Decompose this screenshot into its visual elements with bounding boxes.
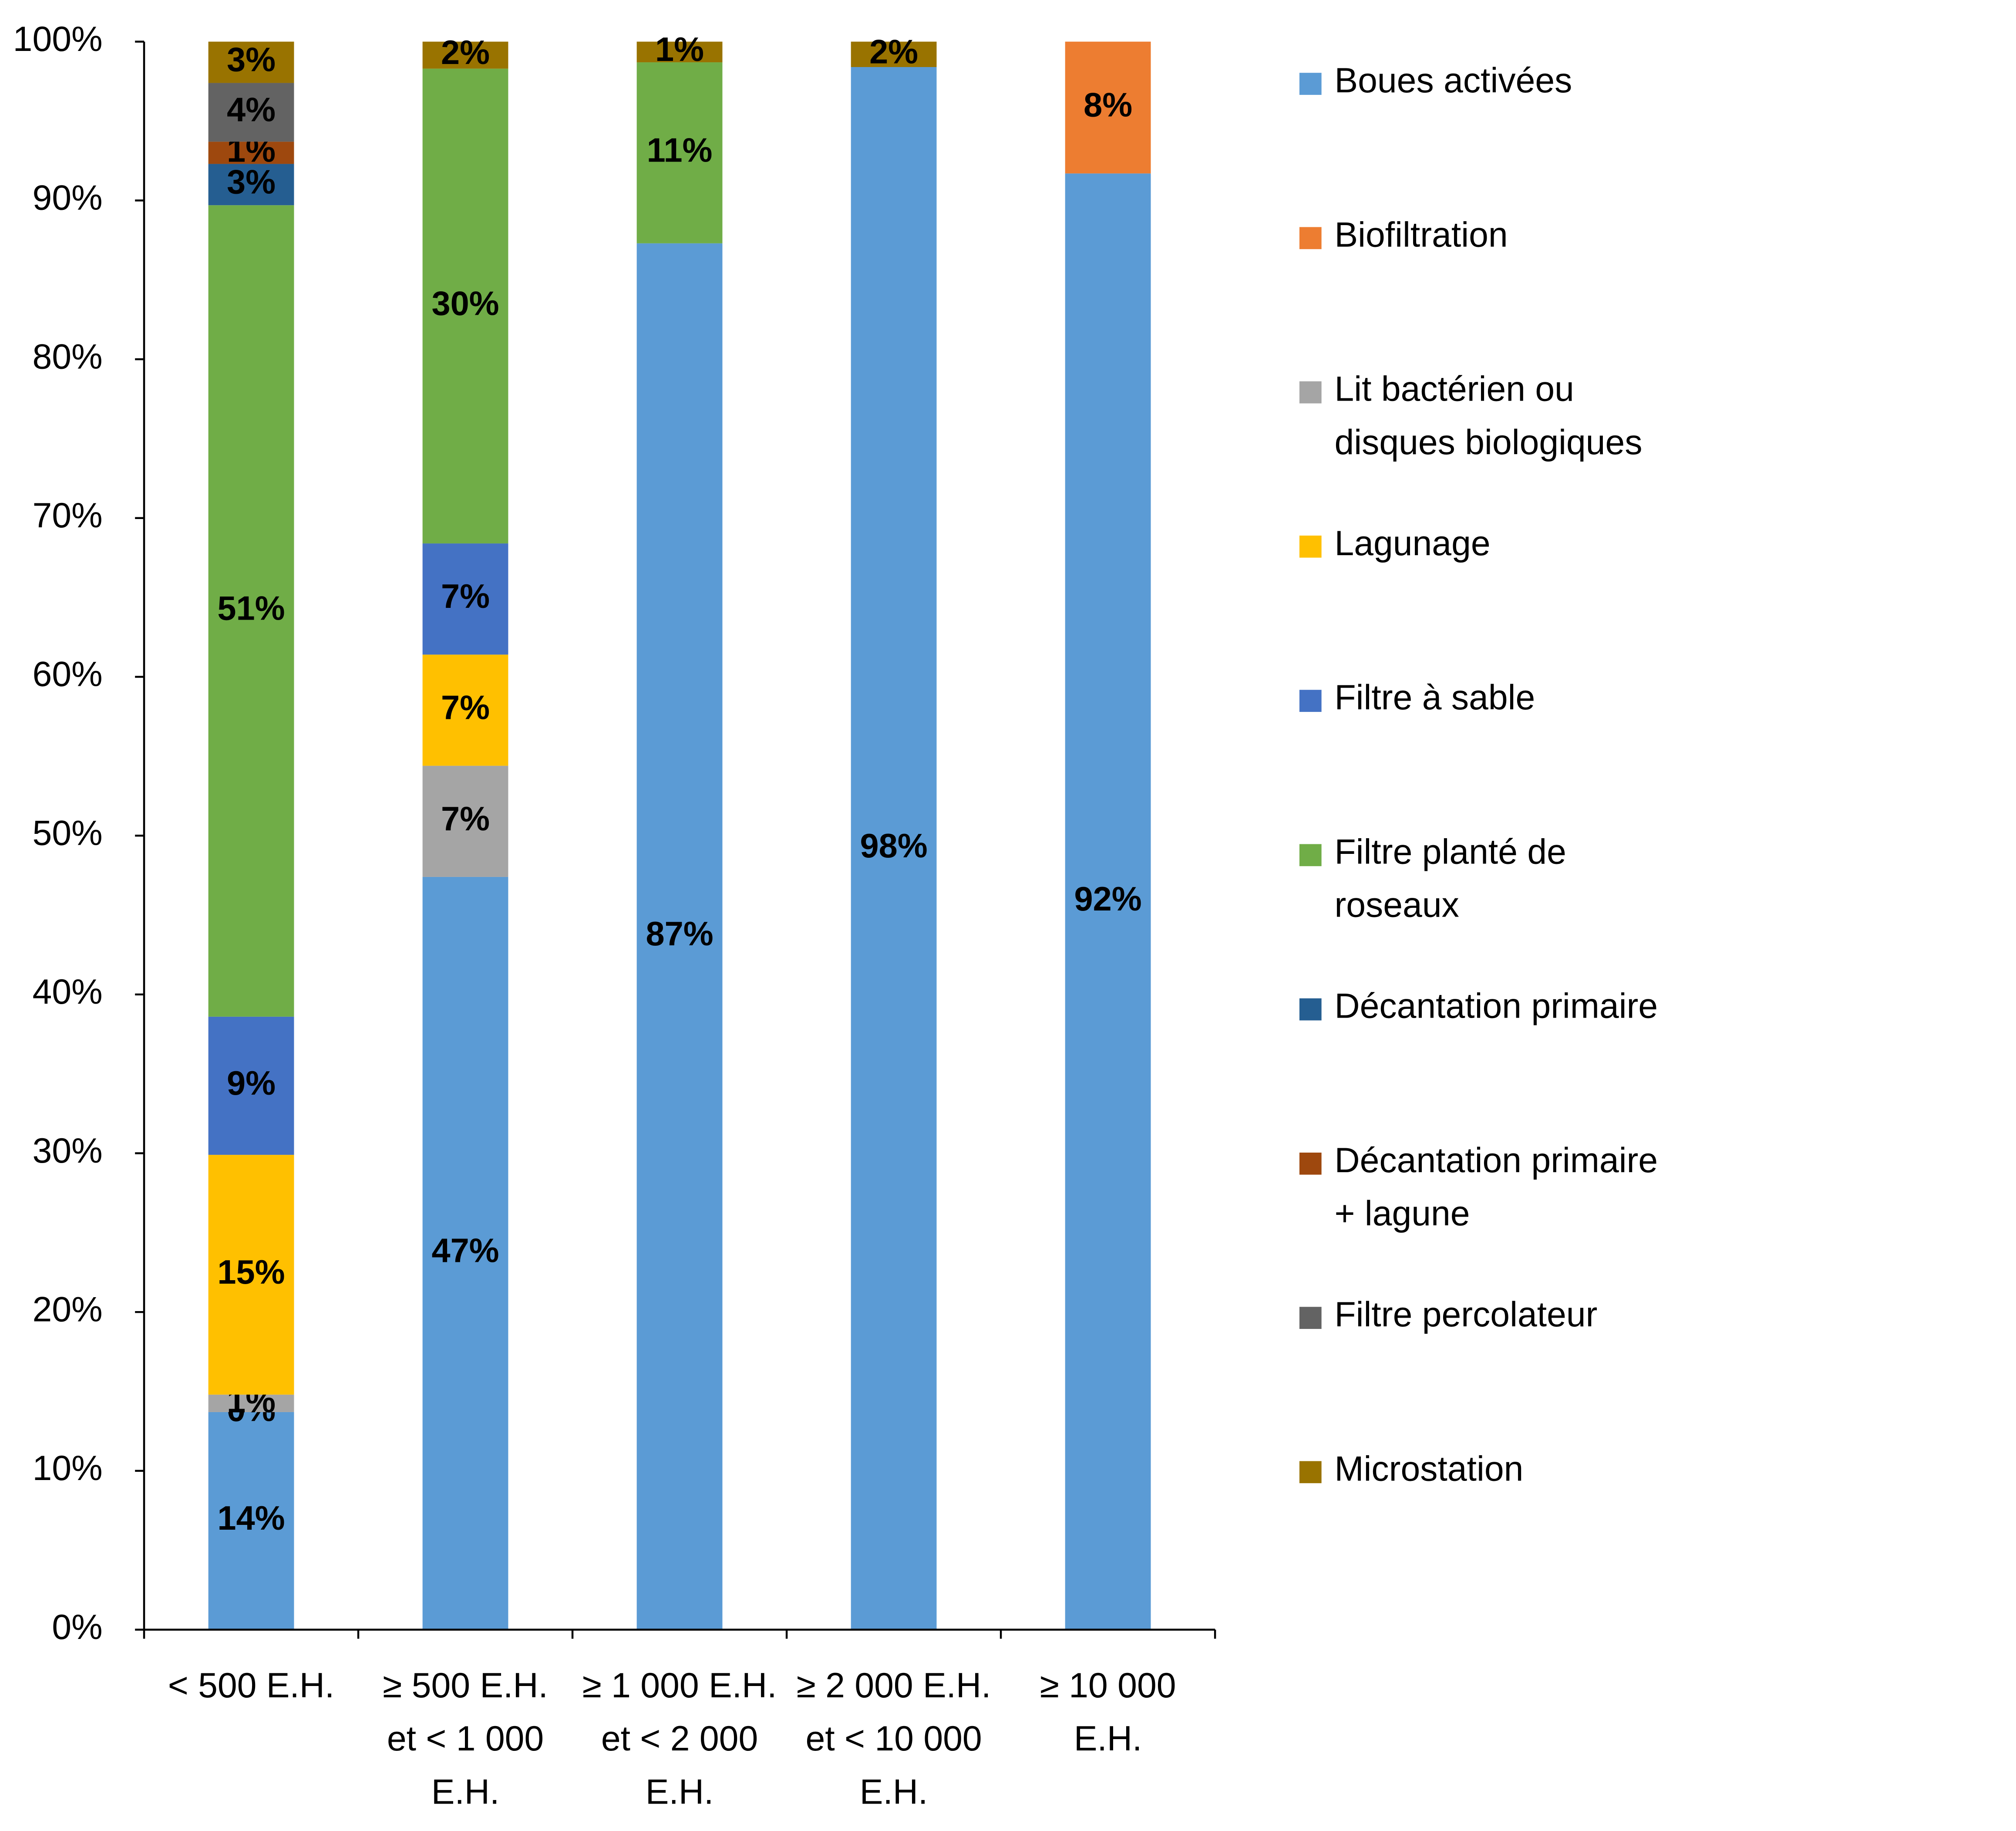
y-tick-label: 80% [32,337,102,376]
data-label: 87% [646,915,713,953]
legend-label: Lagunage [1334,524,1490,563]
data-label: 8% [1084,86,1132,124]
y-tick-label: 60% [32,655,102,694]
legend-label: Filtre percolateur [1334,1295,1597,1334]
data-label: 7% [441,578,490,615]
bar-segment [208,1394,294,1412]
legend-label: Décantation primaire + lagune [1334,1141,1658,1233]
bar-segment [422,654,508,766]
y-tick-label: 70% [32,496,102,535]
data-label: 3% [227,163,276,201]
legend-label: Filtre planté de roseaux [1334,833,1566,925]
data-label: 92% [1074,880,1142,918]
bar-segment [208,1016,294,1155]
y-tick-label: 10% [32,1449,102,1488]
bar-segment [1065,41,1151,174]
legend-swatch [1299,1307,1322,1329]
data-label: 3% [227,41,276,79]
legend-label: Filtre à sable [1334,678,1535,717]
y-tick-label: 50% [32,813,102,853]
x-tick-label: ≥ 10 000 E.H. [1040,1666,1176,1758]
legend-label: Biofiltration [1334,216,1508,255]
y-tick-label: 40% [32,972,102,1012]
legend-swatch [1299,73,1322,95]
y-tick-label: 100% [13,20,103,59]
y-tick-label: 20% [32,1290,102,1329]
legend-swatch [1299,844,1322,867]
legend-label: Boues activées [1334,61,1572,100]
data-label: 47% [431,1232,499,1270]
y-tick-label: 0% [52,1608,102,1647]
bar-segment [208,41,294,83]
bar-segment [208,205,294,1017]
data-label: 7% [441,689,490,726]
data-label: 51% [217,590,285,627]
x-tick-label: < 500 E.H. [168,1666,335,1705]
data-label: 2% [869,33,918,71]
legend-label: Microstation [1334,1450,1523,1489]
data-label: 4% [227,91,276,128]
legend-label: Décantation primaire [1334,987,1658,1026]
legend-label: Lit bactérien ou disques biologiques [1334,370,1642,462]
bar-segment [208,164,294,206]
x-tick-label: ≥ 1 000 E.H. et < 2 000 E.H. [582,1666,777,1812]
bar-segment [208,142,294,164]
legend-swatch [1299,1461,1322,1484]
x-tick-label: ≥ 500 E.H. et < 1 000 E.H. [383,1666,548,1812]
legend-swatch [1299,535,1322,558]
data-label: 7% [441,800,490,838]
bar-segment [422,765,508,877]
y-tick-label: 30% [32,1131,102,1170]
bar-segment [636,62,723,243]
legend-swatch [1299,381,1322,404]
bar-segment [851,41,937,67]
bar-segment [422,41,508,69]
data-label: 14% [217,1500,285,1537]
data-label: 15% [217,1254,285,1291]
bar-segment [1065,173,1151,1630]
data-label: 11% [647,132,713,169]
legend-swatch [1299,998,1322,1021]
data-label: 98% [860,827,928,865]
legend-swatch [1299,1153,1322,1175]
bar-segment [422,543,508,655]
legend-swatch [1299,227,1322,250]
data-label: 30% [431,285,499,322]
bar-segment [422,68,508,544]
bar-segment [636,41,723,63]
data-label: 2% [441,34,490,71]
bar-segment [208,83,294,142]
legend-swatch [1299,690,1322,712]
data-label: 1% [655,31,704,68]
bar-segment [208,1155,294,1395]
y-tick-label: 90% [32,179,102,218]
x-tick-label: ≥ 2 000 E.H. et < 10 000 E.H. [797,1666,991,1812]
bar-segment [422,877,508,1630]
bar-segment [208,1412,294,1630]
bar-segment [851,67,937,1630]
data-label: 9% [227,1065,276,1102]
bar-segment [636,243,723,1630]
